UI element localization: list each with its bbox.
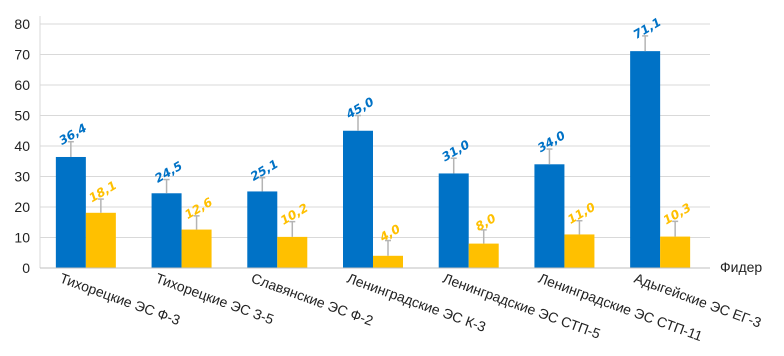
y-tick-label: 80 (14, 16, 30, 32)
bar (55, 156, 86, 268)
data-label: 45,0 (343, 95, 377, 122)
bar (660, 236, 691, 268)
x-axis-title: Фидер (720, 259, 762, 275)
y-tick-label: 30 (14, 169, 30, 185)
bar (630, 51, 661, 268)
error-bar-layer (67, 35, 679, 256)
data-label: 10,2 (278, 201, 311, 228)
y-tick-label: 70 (14, 47, 30, 63)
data-label: 31,0 (439, 137, 472, 164)
bar (343, 130, 373, 268)
y-tick-label: 0 (22, 260, 30, 276)
data-label: 34,0 (535, 128, 568, 155)
bar (438, 173, 469, 268)
data-label: 12,6 (182, 195, 215, 222)
grid-layer (40, 23, 710, 238)
x-tick-label: Ленинградские ЭС СТП-11 (536, 270, 704, 344)
data-label: 4,0 (376, 222, 402, 245)
x-tick-label: Ленинградские ЭС СТП-5 (441, 270, 603, 342)
bar (468, 243, 499, 268)
bar-layer (55, 51, 691, 268)
y-tick-label: 40 (14, 138, 30, 154)
bar (85, 212, 116, 268)
bar (247, 191, 278, 268)
y-tick-label: 50 (14, 108, 30, 124)
data-label: 25,1 (248, 157, 281, 184)
bar (564, 234, 595, 268)
data-label: 10,3 (661, 200, 694, 227)
bar (534, 164, 565, 268)
data-label: 71,1 (631, 15, 664, 42)
data-label: 24,5 (152, 159, 185, 186)
bar (373, 255, 403, 268)
y-tick-label: 20 (14, 199, 30, 215)
data-label: 36,4 (57, 121, 90, 148)
bar (151, 193, 182, 268)
y-tick-label: 10 (14, 230, 30, 246)
y-tick-label: 60 (14, 77, 30, 93)
data-label: 18,1 (87, 178, 120, 205)
data-label: 11,0 (565, 200, 598, 227)
data-label: 8,0 (473, 211, 498, 234)
bar (277, 236, 308, 268)
bar (181, 229, 212, 268)
